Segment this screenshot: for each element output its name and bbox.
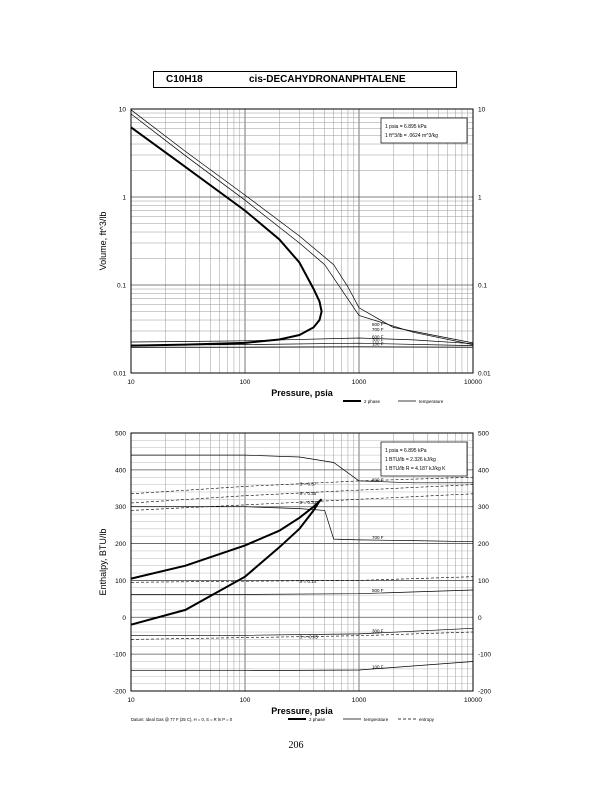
chart2-conversion-text: 1 BTU/lb = 2.326 kJ/kg [385, 457, 436, 463]
chart1-two-phase-envelope [130, 126, 323, 347]
chart1-isotherm-line [130, 109, 474, 344]
chart2-y-tick-label-right: -200 [478, 689, 491, 696]
chart2-legend-label: 2 phase [309, 717, 326, 722]
chart1-conversion-text: 1 psia = 6.895 kPa [385, 124, 427, 130]
chart1-x-tick-label: 10000 [464, 379, 482, 386]
chart2-y-tick-label-right: 500 [478, 431, 489, 438]
chart2-y-tick-label-left: 300 [115, 504, 126, 511]
chart2-legend-label: entropy [419, 717, 435, 722]
chart2-y-tick-label-right: 300 [478, 504, 489, 511]
title-box: C10H18 cis-DECAHYDRONANPHTALENE [153, 71, 457, 88]
chart2-x-tick-label: 10 [127, 697, 135, 704]
chart2-conversion-box [380, 441, 468, 477]
chart2-x-tick-label: 10000 [464, 697, 482, 704]
chart1-y-tick-label-left: 10 [119, 107, 127, 114]
chart2-entropy-label: S = 0.35 [299, 491, 316, 496]
chart1-y-tick-label-left: 0.1 [117, 283, 126, 290]
chart2-entropy-label: S = -0.05 [299, 635, 318, 640]
chart1-isotherm-label: 700 F [372, 327, 384, 332]
chart1-legend-label: 2 phase [364, 399, 381, 404]
chart2-isotherm-label: 700 F [372, 535, 384, 540]
chart1-y-axis-label: Volume, ft^3/lb [98, 212, 108, 271]
chart1-y-tick-label-right: 0.1 [478, 283, 487, 290]
chart2-legend-label: temperature [364, 717, 389, 722]
chart2-y-tick-label-left: -100 [113, 652, 126, 659]
chart1-isotherm-line [130, 337, 474, 345]
chart2-y-tick-label-left: 200 [115, 541, 126, 548]
chart2-entropy-line [130, 484, 474, 504]
chart1-x-tick-label: 10 [127, 379, 135, 386]
chart1-y-tick-label-left: 1 [122, 195, 126, 202]
chart2-isotherm-line [131, 589, 474, 595]
chart2-y-tick-label-right: 0 [478, 615, 482, 622]
chart2-entropy-line [130, 631, 474, 640]
chart2-y-tick-label-left: -200 [113, 689, 126, 696]
compound-name: cis-DECAHYDRONANPHTALENE [249, 74, 406, 85]
chart2-conversion-text: 1 BTU/lb R = 4.187 kJ/kg K [385, 466, 446, 472]
chart2-isotherm-label: 500 F [372, 588, 384, 593]
chart2-isotherm-label: 800 F [372, 477, 384, 482]
chart2-y-tick-label-right: 200 [478, 541, 489, 548]
chart2-entropy-label: S = 0.33 [299, 500, 316, 505]
chart1-x-tick-label: 1000 [352, 379, 367, 386]
chart2-y-axis-label: Enthalpy, BTU/lb [98, 529, 108, 596]
chart1-isotherm-line [130, 346, 474, 348]
chart1-isotherm-label: 300 F [372, 338, 384, 343]
chart1-isotherm-label: 600 F [372, 334, 384, 339]
chart1-y-tick-label-right: 1 [478, 195, 482, 202]
chart2-isotherm-line [130, 627, 474, 637]
chart1-y-tick-label-left: 0.01 [113, 371, 126, 378]
chart2-entropy-line [130, 493, 474, 511]
page-number: 206 [288, 740, 304, 751]
compound-formula: C10H18 [166, 74, 203, 85]
chart2-footnote: Datum: Ideal Gas @ 77 F (25 C), H = 0, S… [131, 717, 233, 722]
chart2-isotherm-line [131, 454, 473, 484]
chart2-isotherm-line [131, 661, 474, 672]
chart2-x-tick-label: 100 [240, 697, 251, 704]
chart2-isotherm-label: 300 F [372, 628, 384, 633]
chart1-y-tick-label-right: 10 [478, 107, 486, 114]
chart2-x-axis-label: Pressure, psia [271, 706, 334, 716]
chart2-y-tick-label-left: 500 [115, 431, 126, 438]
chart1-conversion-box [380, 117, 468, 144]
chart2-y-tick-label-right: 100 [478, 578, 489, 585]
chart1-x-tick-label: 100 [240, 379, 251, 386]
chart2-y-tick-label-right: -100 [478, 652, 491, 659]
chart1-isotherm-label: 800 F [372, 322, 384, 327]
chart1-conversion-text: 1 ft^3/lb = .0624 m^3/kg [385, 133, 438, 139]
chart2-isotherm-line [131, 506, 474, 543]
chart2-conversion-text: 1 psia = 6.895 kPa [385, 448, 427, 454]
chart1-plot-frame [130, 108, 474, 374]
chart1-isotherm-line [130, 113, 474, 345]
chart1-legend-label: temperature [419, 399, 444, 404]
chart2-entropy-label: S = 0.37 [299, 482, 316, 487]
chart2-entropy-line [130, 576, 474, 583]
chart2-isotherm-label: 100 F [372, 664, 384, 669]
chart2-entropy-line [130, 476, 474, 495]
chart2-y-tick-label-left: 0 [122, 615, 126, 622]
chart1-y-tick-label-right: 0.01 [478, 371, 491, 378]
chart2-y-tick-label-left: 100 [115, 578, 126, 585]
chart2-x-tick-label: 1000 [352, 697, 367, 704]
chart1-x-axis-label: Pressure, psia [271, 388, 334, 398]
chart2-plot-frame [130, 432, 474, 692]
chart2-entropy-label: S = 0.14 [299, 579, 316, 584]
chart2-y-tick-label-right: 400 [478, 467, 489, 474]
chart2-two-phase-envelope [130, 498, 323, 626]
chart1-isotherm-label: 100 F [372, 341, 384, 346]
chart2-y-tick-label-left: 400 [115, 467, 126, 474]
